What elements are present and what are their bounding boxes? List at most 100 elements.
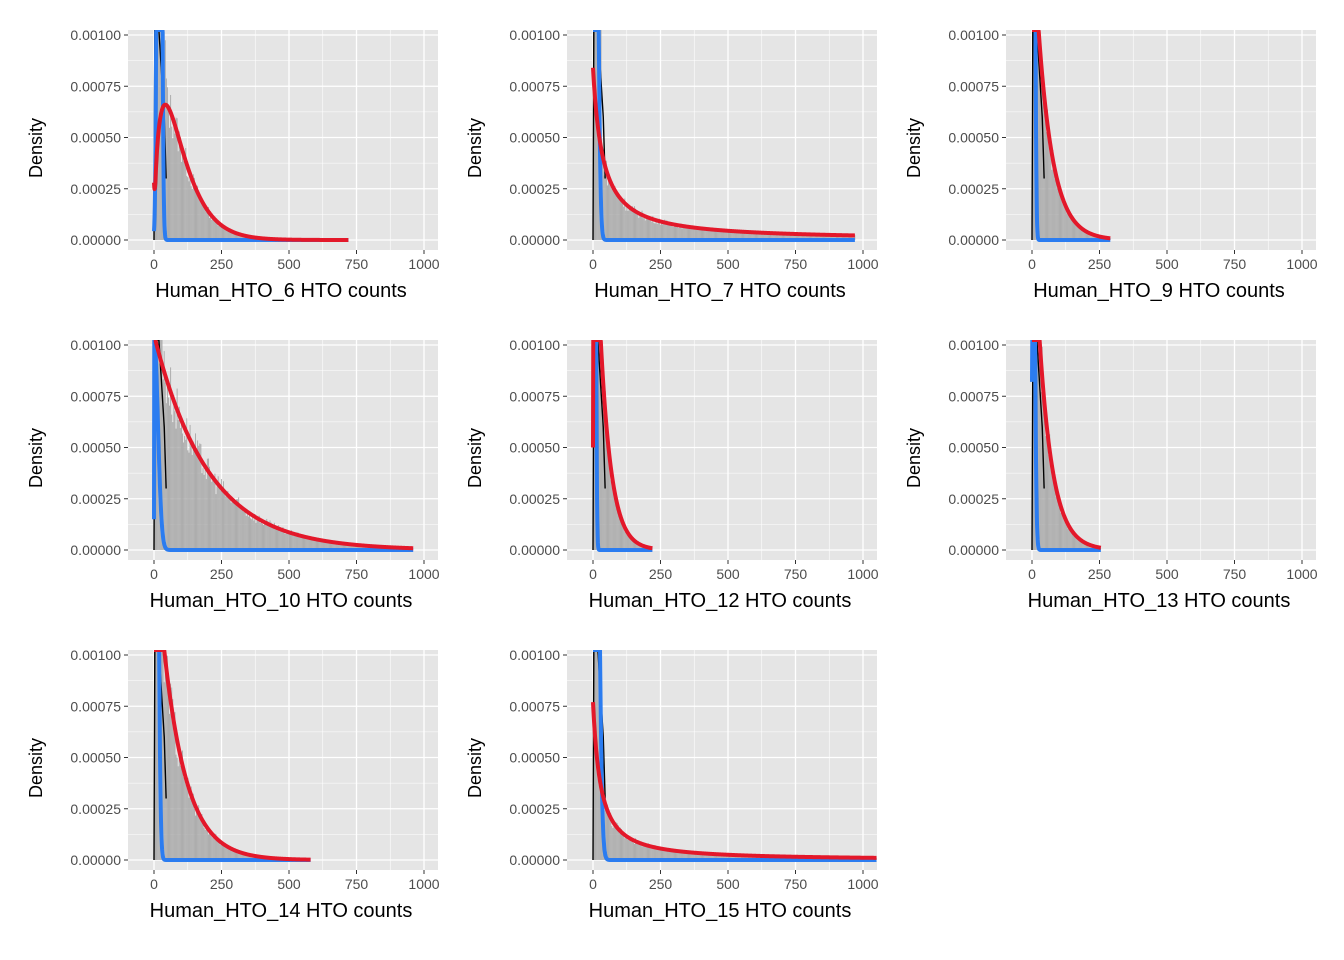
- histogram-bar: [233, 849, 235, 860]
- histogram-bar: [718, 853, 720, 860]
- histogram-bar: [707, 853, 709, 860]
- histogram-bar: [220, 841, 222, 860]
- histogram-bar: [811, 234, 813, 240]
- histogram-bar: [644, 845, 646, 860]
- histogram-bar: [614, 489, 616, 550]
- histogram-bar: [351, 545, 353, 550]
- x-axis-title: Human_HTO_7 HTO counts: [594, 280, 846, 302]
- histogram-bar: [218, 842, 220, 860]
- histogram-bar: [236, 233, 237, 240]
- histogram-bar: [626, 534, 628, 550]
- histogram-bar: [622, 831, 624, 860]
- histogram-bar: [1088, 544, 1090, 550]
- histogram-bar: [710, 853, 712, 860]
- histogram-bar: [1038, 340, 1040, 550]
- x-tick-label: 1000: [847, 256, 878, 272]
- histogram-bar: [1044, 436, 1046, 550]
- histogram-bar: [190, 446, 192, 550]
- histogram-bar: [339, 542, 341, 550]
- histogram-bar: [832, 234, 834, 240]
- histogram-bar: [222, 843, 223, 860]
- histogram-bar: [168, 106, 169, 240]
- histogram-bar: [346, 544, 348, 550]
- histogram-bar: [693, 851, 695, 860]
- y-tick-label: 0.00075: [948, 388, 999, 404]
- histogram-bar: [624, 838, 626, 860]
- histogram-bar: [1087, 543, 1088, 550]
- histogram-bar: [609, 456, 611, 550]
- y-tick-label: 0.00025: [948, 491, 999, 507]
- panel-hto12: 0.00000 0.00025 0.00050 0.00075 0.00100 0 250 5…: [465, 337, 879, 612]
- x-tick-label: 750: [345, 256, 369, 272]
- histogram-bar: [201, 814, 203, 860]
- histogram-bar: [803, 233, 805, 240]
- histogram-bar: [1091, 234, 1093, 240]
- histogram-bar: [1068, 527, 1070, 550]
- histogram-bar: [1062, 202, 1064, 240]
- histogram-bar: [632, 540, 634, 550]
- histogram-bar: [246, 854, 248, 860]
- histogram-bar: [845, 234, 847, 240]
- histogram-bar: [1065, 209, 1067, 240]
- histogram-bar: [711, 854, 713, 860]
- histogram-bar: [256, 516, 258, 550]
- negative-fit-curve: [152, 340, 415, 552]
- histogram-bar: [343, 542, 344, 550]
- histogram-bar: [831, 235, 833, 240]
- histogram-bar: [353, 544, 355, 550]
- histogram-bar: [185, 148, 187, 240]
- histogram-bar: [308, 538, 310, 550]
- histogram-bar: [625, 527, 627, 550]
- histogram-bar: [287, 533, 289, 550]
- histogram-bar: [622, 522, 624, 550]
- histogram-bar: [1081, 230, 1083, 240]
- histogram-bar: [262, 523, 263, 550]
- histogram-bar: [1047, 109, 1048, 241]
- histogram-bar: [258, 515, 260, 550]
- histogram-bar: [626, 206, 628, 240]
- histogram-bar: [628, 535, 630, 550]
- histogram-bar: [157, 650, 159, 860]
- histogram-bar: [623, 525, 625, 550]
- histogram-bar: [223, 481, 224, 550]
- histogram-bar: [836, 234, 837, 240]
- histogram-bar: [672, 226, 674, 240]
- histogram-bar: [608, 175, 609, 240]
- histogram-bar: [821, 233, 823, 240]
- histogram-bar: [615, 497, 617, 550]
- histogram-bar: [236, 499, 237, 550]
- histogram-bar: [211, 219, 213, 240]
- histogram-bar: [778, 234, 780, 240]
- histogram-bar: [235, 851, 236, 860]
- x-tick-label: 0: [1028, 256, 1036, 272]
- histogram-bar: [846, 234, 848, 240]
- histogram-bar: [624, 531, 626, 550]
- histogram-bar: [826, 235, 828, 240]
- histogram-bar: [1033, 340, 1034, 550]
- histogram-bar: [694, 228, 696, 240]
- histogram-bar: [171, 414, 173, 550]
- histogram-bar: [277, 526, 278, 550]
- histogram-bar: [251, 519, 253, 550]
- histogram-bar: [1052, 150, 1054, 240]
- histogram-bar: [281, 528, 283, 550]
- histogram-bar: [200, 197, 202, 240]
- histogram-bar: [321, 541, 323, 550]
- histogram-bar: [802, 234, 804, 240]
- histogram-bar: [1077, 225, 1079, 240]
- histogram-bar: [614, 186, 616, 240]
- y-tick-label: 0.00075: [509, 78, 560, 94]
- histogram-bar: [639, 212, 641, 240]
- histogram-bar: [211, 481, 213, 550]
- histogram-bar: [645, 215, 647, 240]
- histogram-bar: [830, 234, 832, 240]
- histogram-bar: [333, 542, 335, 550]
- histogram-bar: [184, 154, 186, 240]
- x-axis-title: Human_HTO_15 HTO counts: [589, 900, 852, 922]
- histogram-bar: [624, 198, 626, 240]
- histogram-bar: [664, 850, 666, 860]
- histogram-bar: [625, 835, 627, 860]
- histogram-bar: [705, 854, 707, 860]
- histogram-bar: [232, 848, 234, 860]
- y-tick-label: 0.00100: [948, 337, 999, 353]
